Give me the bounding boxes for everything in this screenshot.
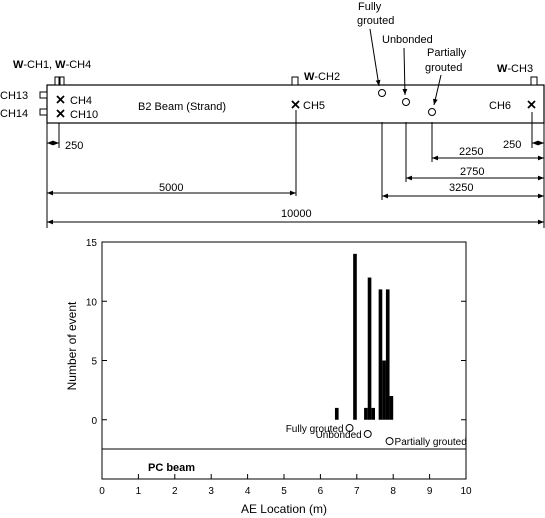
beam-diagram: B2 Beam (Strand) W-CH1, W-CH4 W-CH2 W-CH…	[0, 1, 545, 228]
sensor-w-ch1	[54, 76, 60, 86]
bar-0	[334, 407, 339, 420]
sensor-w-ch3	[530, 76, 538, 86]
x-tick-label-8: 8	[390, 486, 396, 497]
x-marker-ch4	[56, 95, 65, 104]
dim-2250: 2250	[459, 146, 483, 158]
y-axis-ticks: 0 5 10 15	[86, 238, 466, 427]
ae-location-chart: 0 5 10 15 0 1 2 3 4 5 6 7 8 9 10 Fully groutedUnbonde…	[65, 238, 472, 516]
dimension-extension-lines	[46, 110, 545, 228]
bar-group	[334, 253, 394, 420]
inner-label-ch4: CH4	[70, 95, 92, 107]
inner-label-ch5: CH5	[303, 100, 325, 112]
inner-label-ch10: CH10	[70, 109, 98, 121]
tendon-partially-grouted	[428, 108, 436, 116]
dim-5000: 5000	[159, 182, 183, 194]
tendon-fully-grouted	[378, 89, 386, 97]
bar-8	[389, 396, 394, 420]
bar-6	[382, 360, 386, 420]
sensor-w-ch4	[59, 76, 65, 86]
label-fully: Fully	[358, 1, 382, 13]
sensor-w-ch2	[291, 76, 299, 86]
x-marker-ch5	[291, 100, 300, 109]
dim-3250: 3250	[449, 182, 473, 194]
pointer-unbonded	[402, 47, 408, 96]
bar-7	[385, 289, 390, 420]
pointer-fully	[369, 28, 381, 87]
bar-1	[353, 253, 357, 420]
x-tick-label-2: 2	[172, 486, 178, 497]
bar-3	[367, 277, 372, 420]
x-tick-label-1: 1	[136, 486, 142, 497]
label-unbonded: Unbonded	[382, 34, 433, 46]
x-tick-label-3: 3	[208, 486, 214, 497]
sensor-label-mid: W-CH2	[304, 71, 340, 83]
x-marker-ch6	[527, 100, 536, 109]
dim-250-left: 250	[65, 140, 83, 152]
y-tick-label-10: 10	[86, 297, 98, 308]
side-label-ch13: CH13	[0, 90, 28, 102]
x-tick-label-10: 10	[460, 486, 472, 497]
sensor-ch14	[39, 108, 48, 116]
y-tick-label-0: 0	[91, 416, 97, 427]
dim-250-right: 250	[503, 139, 521, 151]
y-tick-label-5: 5	[91, 357, 97, 368]
bar-4	[371, 407, 375, 420]
x-tick-label-0: 0	[99, 486, 105, 497]
tendon-marker-label-1: Unbonded	[316, 430, 362, 441]
x-tick-label-7: 7	[354, 486, 360, 497]
bar-2	[364, 407, 368, 420]
x-tick-label-5: 5	[281, 486, 287, 497]
x-axis-ticks: 0 1 2 3 4 5 6 7 8 9 10	[99, 474, 472, 497]
tendon-marker-2	[385, 437, 394, 446]
tendon-marker-1	[363, 429, 372, 438]
tendon-unbonded	[402, 98, 410, 106]
y-tick-label-15: 15	[86, 238, 98, 249]
dim-10000: 10000	[281, 208, 312, 220]
y-axis-label: Number of event	[65, 301, 79, 390]
chart-annotation: PC beam	[148, 462, 195, 474]
sensor-ch13	[39, 91, 48, 99]
tendon-marker-label-0: Fully grouted	[286, 424, 344, 435]
label-partially: Partially	[427, 47, 467, 59]
x-tick-label-9: 9	[427, 486, 433, 497]
side-label-ch14: CH14	[0, 108, 28, 120]
x-tick-label-4: 4	[245, 486, 251, 497]
label-grouted-1: grouted	[357, 15, 394, 27]
x-tick-label-6: 6	[318, 486, 324, 497]
inner-label-ch6: CH6	[489, 100, 511, 112]
tendon-marker-0	[345, 424, 354, 433]
pointer-partially	[433, 74, 442, 106]
sensor-label-right: W-CH3	[497, 63, 533, 75]
tendon-marker-label-2: Partially grouted	[395, 437, 467, 448]
dim-2750: 2750	[460, 166, 484, 178]
bar-5	[378, 289, 383, 420]
x-marker-ch10	[56, 109, 65, 118]
sensor-label-left: W-CH1, W-CH4	[13, 59, 91, 71]
dimension-arrows	[47, 140, 544, 225]
label-grouted-2: grouted	[425, 62, 462, 74]
beam-name: B2 Beam (Strand)	[138, 101, 226, 113]
x-axis-label: AE Location (m)	[241, 502, 327, 516]
